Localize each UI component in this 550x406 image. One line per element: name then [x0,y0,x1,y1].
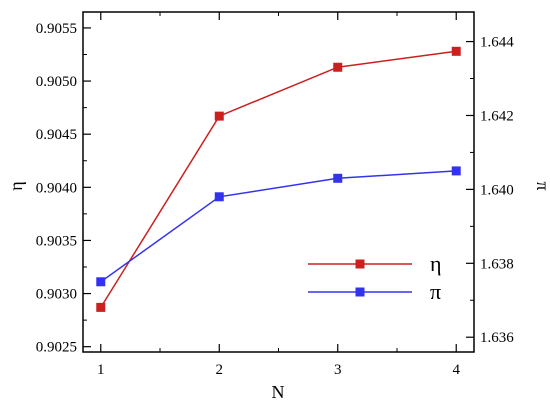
right-tick-label: 1.644 [480,35,514,51]
right-tick-label: 1.638 [480,256,514,272]
series-2-marker [96,277,106,287]
series-line-1 [100,50,457,308]
left-tick-label: 0.9025 [36,340,77,356]
plot-frame [82,11,475,353]
series-1-marker [451,46,461,56]
right-axis-ticks: 1.636 1.638 1.640 1.642 1.644 [466,35,514,346]
x-tick-label: 2 [216,362,224,378]
right-tick-label: 1.636 [480,330,514,346]
left-axis-ticks: 0.9025 0.9030 0.9035 0.9040 0.9045 0.9050 0.90… [36,21,91,356]
x-tick-label: 1 [97,362,105,378]
x-tick-label: 4 [452,362,460,378]
series-layer [96,46,461,312]
series-2-marker [451,166,461,176]
x-axis-title: N [272,382,285,402]
x-tick-label: 3 [334,362,342,378]
left-tick-label: 0.9040 [36,180,77,196]
right-tick-label: 1.642 [480,108,514,124]
x-axis-ticks: 1 2 3 4 [97,12,460,378]
series-1-marker [96,302,106,312]
series-1-marker [214,111,224,121]
left-tick-label: 0.9030 [36,287,77,303]
left-axis-title: η [6,181,26,190]
right-tick-label: 1.640 [480,182,514,198]
series-line-2 [100,170,457,283]
legend-marker-2 [355,287,365,297]
legend-label-2: π [430,279,441,304]
left-tick-label: 0.9035 [36,233,77,249]
left-tick-label: 0.9050 [36,74,77,90]
left-tick-label: 0.9045 [36,127,77,143]
series-2-marker [214,192,224,202]
series-2-marker [333,173,343,183]
right-axis-title: π [533,181,550,190]
legend: ηπ [308,251,442,304]
series-1-marker [333,62,343,72]
left-tick-label: 0.9055 [36,21,77,37]
legend-label-1: η [430,251,442,276]
legend-marker-1 [355,259,365,269]
